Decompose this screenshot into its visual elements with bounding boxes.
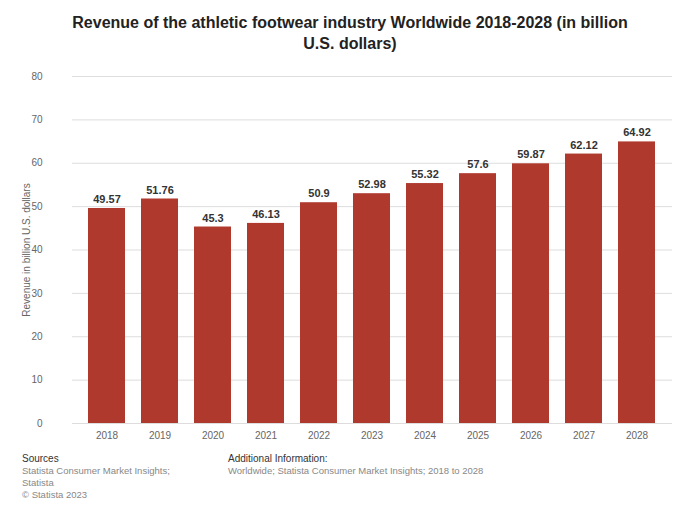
svg-text:59.87: 59.87 xyxy=(517,148,545,160)
svg-text:40: 40 xyxy=(31,244,43,255)
svg-text:0: 0 xyxy=(37,418,43,429)
svg-text:64.92: 64.92 xyxy=(623,126,651,138)
svg-text:2028: 2028 xyxy=(626,430,649,441)
svg-text:57.6: 57.6 xyxy=(467,158,488,170)
html-text:Revenue of the athletic footwe: Revenue of the athletic footwear industr… xyxy=(72,14,628,52)
svg-text:46.13: 46.13 xyxy=(252,208,280,220)
html-text:Worldwide; Statista Consumer M: Worldwide; Statista Consumer Market Insi… xyxy=(228,465,484,476)
svg-text:62.12: 62.12 xyxy=(570,139,598,151)
html-text:Statista Consumer Market Insig: Statista Consumer Market Insights; Stati… xyxy=(22,465,170,488)
svg-text:2020: 2020 xyxy=(202,430,225,441)
svg-text:2018: 2018 xyxy=(96,430,119,441)
svg-text:2019: 2019 xyxy=(149,430,172,441)
svg-text:51.76: 51.76 xyxy=(146,184,174,196)
html-text:Additional Information:: Additional Information: xyxy=(228,453,328,464)
svg-text:2026: 2026 xyxy=(520,430,543,441)
svg-text:52.98: 52.98 xyxy=(358,178,386,190)
svg-text:50.9: 50.9 xyxy=(308,187,329,199)
svg-text:45.3: 45.3 xyxy=(202,212,223,224)
svg-text:20: 20 xyxy=(31,331,43,342)
svg-text:2023: 2023 xyxy=(361,430,384,441)
svg-text:2022: 2022 xyxy=(308,430,331,441)
svg-text:2021: 2021 xyxy=(255,430,278,441)
svg-text:50: 50 xyxy=(31,201,43,212)
svg-text:80: 80 xyxy=(31,71,43,82)
svg-text:30: 30 xyxy=(31,288,43,299)
svg-text:Revenue in billion U.S. dollar: Revenue in billion U.S. dollars xyxy=(21,183,32,316)
html-text:Sources: Sources xyxy=(22,453,59,464)
svg-text:2024: 2024 xyxy=(414,430,437,441)
svg-text:70: 70 xyxy=(31,114,43,125)
svg-text:55.32: 55.32 xyxy=(411,168,439,180)
svg-text:49.57: 49.57 xyxy=(93,193,121,205)
svg-text:2027: 2027 xyxy=(573,430,596,441)
svg-text:10: 10 xyxy=(31,374,43,385)
svg-text:2025: 2025 xyxy=(467,430,490,441)
html-text:© Statista 2023: © Statista 2023 xyxy=(22,489,88,500)
svg-text:60: 60 xyxy=(31,157,43,168)
